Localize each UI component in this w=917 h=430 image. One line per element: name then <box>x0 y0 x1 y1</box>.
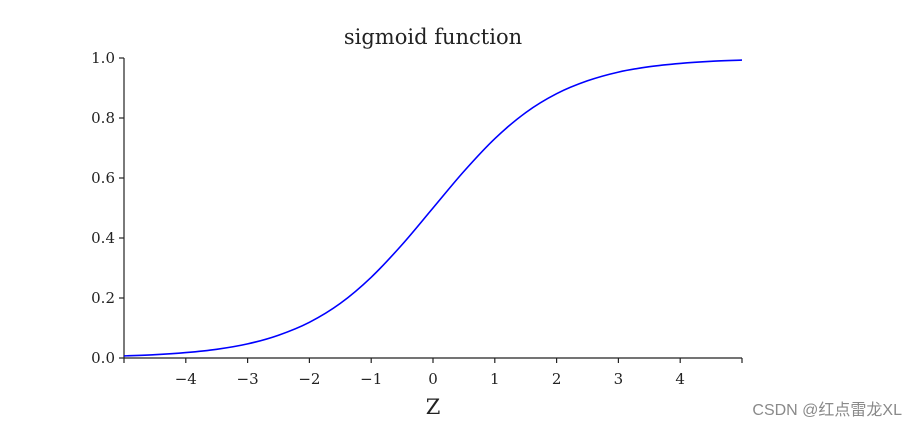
x-tick-label: 0 <box>428 370 438 388</box>
y-tick-label: 0.0 <box>91 349 115 367</box>
x-tick-label: −4 <box>175 370 197 388</box>
x-tick-label: 1 <box>490 370 500 388</box>
x-tick-label: −2 <box>298 370 320 388</box>
chart-title: sigmoid function <box>344 25 522 49</box>
y-tick-label: 0.2 <box>91 289 115 307</box>
y-tick-label: 0.6 <box>91 169 115 187</box>
x-tick-label: −3 <box>237 370 259 388</box>
y-tick-label: 0.8 <box>91 109 115 127</box>
y-tick-label: 1.0 <box>91 49 115 67</box>
x-tick-label: 4 <box>675 370 685 388</box>
watermark: CSDN @红点雷龙XL <box>752 402 902 419</box>
x-axis-label: Z <box>426 395 441 419</box>
x-tick-label: 2 <box>552 370 562 388</box>
x-tick-label: −1 <box>360 370 382 388</box>
x-tick-label: 3 <box>614 370 624 388</box>
x-ticks: −4 −3 −2 −1 0 1 2 3 4 <box>123 358 743 388</box>
sigmoid-curve-line <box>123 59 743 357</box>
y-tick-label: 0.4 <box>91 229 115 247</box>
y-ticks: 0.0 0.2 0.4 0.6 0.8 1.0 <box>91 49 124 367</box>
